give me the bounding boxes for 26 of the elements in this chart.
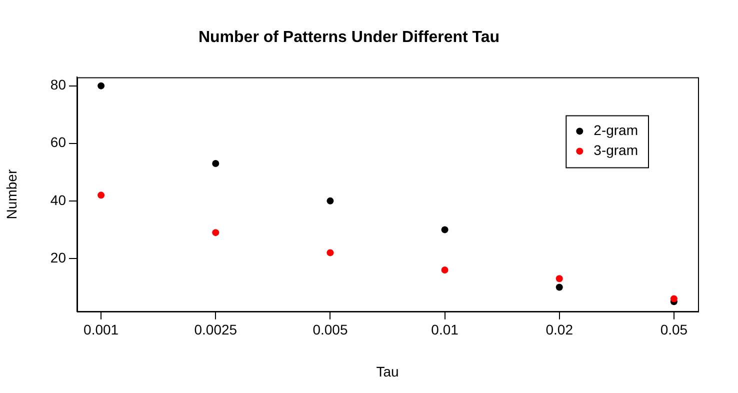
point — [670, 295, 678, 302]
point — [212, 229, 220, 236]
x-tick-label: 0.001 — [84, 322, 119, 338]
x-tick-label: 0.005 — [312, 322, 348, 338]
x-axis-title: Tau — [376, 363, 399, 380]
point — [441, 266, 448, 274]
y-tick-label: 40 — [50, 192, 66, 208]
point — [556, 275, 563, 282]
y-tick-label: 20 — [50, 249, 66, 266]
x-tick-label: 0.0025 — [194, 322, 238, 338]
point — [326, 197, 334, 204]
x-tick-label: 0.01 — [431, 322, 459, 338]
x-tick-label: 0.02 — [546, 322, 574, 338]
point — [326, 249, 334, 256]
y-axis-title: Number — [3, 169, 20, 220]
chart-title: Number of Patterns Under Different Tau — [198, 29, 500, 46]
point — [98, 82, 105, 90]
point — [212, 160, 220, 168]
legend-label: 2-gram — [594, 122, 638, 138]
point — [556, 284, 563, 291]
y-tick-label: 60 — [50, 134, 66, 150]
x-tick-label: 0.05 — [660, 322, 688, 338]
point — [98, 192, 105, 199]
legend-label: 3-gram — [594, 142, 638, 158]
point — [441, 226, 448, 234]
y-tick-label: 80 — [50, 76, 66, 93]
